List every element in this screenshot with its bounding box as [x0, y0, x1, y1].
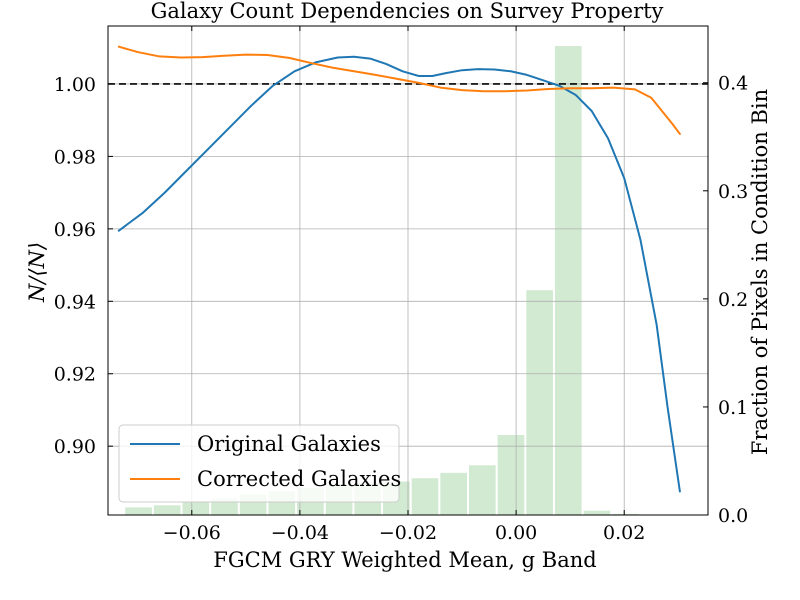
y2-tick-label: 0.3	[718, 181, 748, 203]
histogram-bar	[440, 472, 467, 515]
histogram-bar	[125, 507, 152, 515]
chart-title: Galaxy Count Dependencies on Survey Prop…	[151, 0, 664, 23]
x-axis-title: FGCM GRY Weighted Mean, g Band	[213, 548, 596, 572]
tick-layer: −0.06 −0.04 −0.02 0.00 0.02 0.90 0.92 0.94 0.96 0…	[54, 26, 748, 544]
y-tick-label: 0.94	[54, 291, 96, 313]
y2-axis-title: Fraction of Pixels in Condition Bin	[748, 89, 772, 455]
y-axis-title: N/⟨N⟩	[25, 242, 49, 303]
legend-label-original: Original Galaxies	[197, 432, 381, 456]
y-tick-label: 1.00	[54, 74, 96, 96]
y2-tick-label: 0.0	[718, 505, 748, 527]
x-tick-label: 0.02	[603, 522, 645, 544]
histogram-bar	[497, 435, 525, 515]
y-tick-label: 0.92	[54, 364, 96, 386]
grid-layer	[108, 26, 708, 515]
histogram-bar	[153, 505, 181, 515]
y-tick-label: 0.96	[54, 219, 96, 241]
y-tick-label: 0.98	[54, 146, 96, 168]
histogram-bar	[469, 465, 496, 515]
y2-tick-label: 0.2	[718, 289, 748, 311]
x-tick-label: −0.02	[379, 522, 437, 544]
legend: Original Galaxies Corrected Galaxies	[118, 424, 401, 503]
histogram-bar	[554, 45, 582, 516]
x-tick-label: −0.06	[163, 522, 221, 544]
histogram-bar	[612, 513, 639, 515]
histogram-bar	[583, 510, 611, 515]
histogram-bar	[211, 498, 238, 515]
series-line-corrected	[117, 45, 681, 135]
series-line-original	[117, 55, 681, 493]
series-layer	[117, 45, 681, 493]
legend-box	[118, 424, 400, 503]
y2-tick-label: 0.4	[718, 73, 748, 95]
y2-tick-label: 0.1	[718, 397, 748, 419]
x-tick-label: 0.00	[495, 522, 537, 544]
histogram-bar	[411, 478, 439, 515]
x-tick-label: −0.04	[271, 522, 329, 544]
legend-label-corrected: Corrected Galaxies	[197, 467, 401, 491]
histogram-bar	[526, 290, 553, 515]
histogram-bar	[182, 502, 210, 515]
y-tick-label: 0.90	[54, 436, 96, 458]
